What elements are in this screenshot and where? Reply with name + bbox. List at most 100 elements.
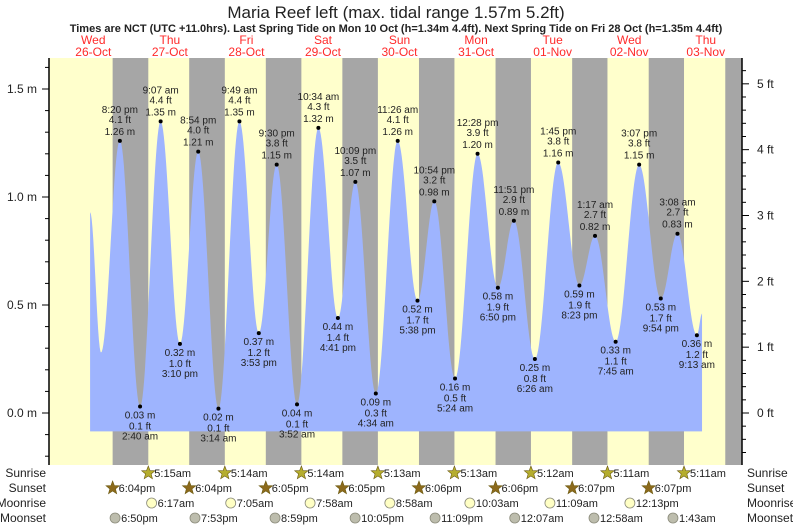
high-tide-point <box>511 218 516 223</box>
high-tide-label: 11:26 am <box>377 105 418 116</box>
day-labels: Wed26-OctThu27-OctFri28-OctSat29-OctSun3… <box>75 33 725 59</box>
moonrise-moon-icon <box>624 497 636 509</box>
low-tide-point <box>532 357 537 361</box>
sunset-star-icon <box>181 480 197 495</box>
sunset-row-label: Sunset <box>9 481 47 495</box>
day-of-week-label: Fri <box>239 33 253 47</box>
low-tide-label: 0.58 m <box>483 292 514 303</box>
sunrise-time: 5:12am <box>537 468 574 480</box>
moonrise-moon-icon <box>384 497 396 509</box>
high-tide-label: 3.8 ft <box>547 136 569 147</box>
low-tide-label: 1.0 ft <box>169 359 191 370</box>
sunrise-star-icon <box>446 465 462 480</box>
high-tide-label: 4.0 ft <box>187 126 209 137</box>
day-of-week-label: Sat <box>314 33 333 47</box>
high-tide-label: 10:09 pm <box>334 146 376 157</box>
high-tide-label: 0.82 m <box>580 222 611 233</box>
high-tide-label: 4.1 ft <box>387 115 409 126</box>
sunset-time: 6:06pm <box>502 483 539 495</box>
low-tide-label: 1.9 ft <box>568 301 590 312</box>
low-tide-point <box>658 296 663 301</box>
low-tide-label: 0.1 ft <box>207 424 229 435</box>
sunset-star-icon <box>334 480 350 495</box>
low-tide-label: 0.3 ft <box>365 409 387 420</box>
date-label: 03-Nov <box>686 45 725 59</box>
moonset-time: 1:43am <box>679 513 716 525</box>
day-of-week-label: Thu <box>159 33 180 47</box>
low-tide-point <box>694 333 699 338</box>
high-tide-label: 0.89 m <box>499 207 530 218</box>
low-tide-label: 0.32 m <box>165 348 196 359</box>
low-tide-label: 2:40 am <box>122 432 158 443</box>
sunrise-star-icon <box>599 465 615 480</box>
left-tick-label: 1.0 m <box>7 190 37 204</box>
date-label: 01-Nov <box>533 45 572 59</box>
sunrise-star-icon <box>293 465 309 480</box>
right-tick-label: 4 ft <box>757 143 774 157</box>
high-tide-label: 1:17 am <box>577 200 613 211</box>
right-tick-label: 5 ft <box>757 77 774 91</box>
low-tide-point <box>453 376 458 381</box>
low-tide-point <box>577 283 582 288</box>
chart-title: Maria Reef left (max. tidal range 1.57m … <box>227 3 564 22</box>
right-tick-label: 1 ft <box>757 340 774 354</box>
high-tide-label: 3.8 ft <box>266 139 288 150</box>
moonset-time: 7:53pm <box>201 513 238 525</box>
high-tide-label: 1.07 m <box>340 168 371 179</box>
sunrise-time: 5:11am <box>690 468 726 480</box>
high-tide-label: 1.26 m <box>105 127 136 138</box>
moonrise-moon-icon <box>304 497 316 509</box>
high-tide-label: 4.1 ft <box>109 115 131 126</box>
sunset-time: 6:06pm <box>425 483 462 495</box>
left-tick-label: 0.5 m <box>7 298 37 312</box>
low-tide-label: 0.37 m <box>243 337 274 348</box>
low-tide-label: 0.04 m <box>282 408 313 419</box>
moonrise-time: 7:58am <box>316 498 353 510</box>
low-tide-label: 4:34 am <box>358 419 394 430</box>
high-tide-point <box>432 199 437 204</box>
date-label: 30-Oct <box>382 45 419 59</box>
high-tide-label: 11:51 pm <box>493 185 534 196</box>
sunrise-row-label: Sunrise <box>5 466 46 480</box>
moonset-time: 10:05pm <box>361 513 404 525</box>
sunrise-star-icon <box>523 465 539 480</box>
high-tide-label: 10:54 pm <box>413 165 455 176</box>
high-tide-point <box>117 138 122 143</box>
sunset-time: 6:05pm <box>272 483 309 495</box>
low-tide-label: 0.16 m <box>440 382 471 393</box>
high-tide-point <box>637 162 642 167</box>
low-tide-label: 0.03 m <box>125 411 156 422</box>
sunrise-time: 5:13am <box>460 468 497 480</box>
high-tide-label: 2.7 ft <box>666 208 688 219</box>
high-tide-label: 9:49 am <box>221 85 257 96</box>
moonset-row-label: Moonset <box>0 511 47 525</box>
high-tide-label: 3.2 ft <box>423 175 445 186</box>
sunrise-star-icon <box>217 465 233 480</box>
night-band <box>725 58 742 465</box>
high-tide-label: 0.98 m <box>419 187 450 198</box>
low-tide-label: 0.36 m <box>682 339 713 350</box>
high-tide-point <box>475 151 480 156</box>
day-of-week-label: Sun <box>389 33 410 47</box>
high-tide-point <box>593 233 598 238</box>
moonset-moon-icon <box>269 512 281 524</box>
high-tide-label: 3.5 ft <box>344 156 366 167</box>
sunrise-star-icon <box>370 465 386 480</box>
moonrise-time: 10:03am <box>476 498 519 510</box>
low-tide-label: 1.7 ft <box>650 314 672 325</box>
low-tide-label: 9:13 am <box>679 360 715 371</box>
moonset-moon-icon <box>349 512 361 524</box>
left-tick-label: 0.0 m <box>7 406 37 420</box>
date-label: 02-Nov <box>610 45 649 59</box>
moonrise-time: 12:13pm <box>636 498 679 510</box>
low-tide-label: 3:52 am <box>279 429 315 440</box>
sunset-time: 6:05pm <box>348 483 385 495</box>
tide-area <box>90 121 703 432</box>
low-tide-label: 0.53 m <box>645 303 676 314</box>
high-tide-label: 2.7 ft <box>584 210 606 221</box>
low-tide-label: 1.7 ft <box>406 316 428 327</box>
low-tide-point <box>415 298 420 303</box>
sunset-row-label-right: Sunset <box>747 481 785 495</box>
high-tide-label: 1.21 m <box>183 138 214 149</box>
moonrise-moon-icon <box>146 497 158 509</box>
